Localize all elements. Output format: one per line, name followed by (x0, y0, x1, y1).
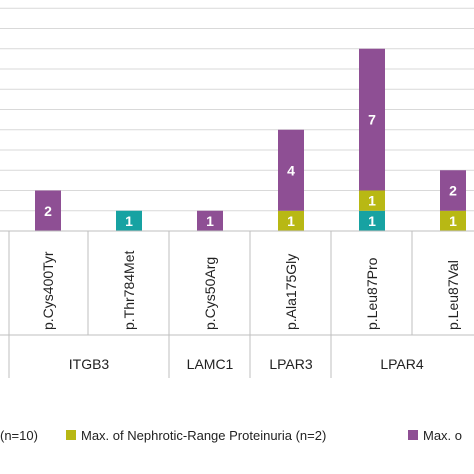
bar-segment (440, 210, 466, 231)
bar-segment (35, 190, 61, 231)
data-label: 7 (368, 112, 376, 128)
x-tick-label: p.Ala175Gly (283, 254, 299, 330)
data-label: 2 (44, 203, 52, 219)
bar-segment (278, 210, 304, 231)
legend-swatch (66, 430, 76, 440)
legend-entry: Max. o (423, 428, 462, 443)
bar-segment (359, 190, 385, 211)
data-labels: 2 1 1 1 4 1 1 7 1 2 (44, 112, 457, 229)
bar-segment (197, 210, 223, 231)
data-label: 2 (449, 183, 457, 199)
legend: (n=10) Max. of Nephrotic-Range Proteinuri… (0, 428, 462, 443)
data-label: 4 (287, 162, 295, 178)
x-tick-label: p.Cys400Tyr (40, 251, 56, 330)
x-tick-label: p.Cys50Arg (202, 257, 218, 330)
bar-segment (359, 210, 385, 231)
bar-segment (116, 210, 142, 231)
bar-segment (440, 170, 466, 211)
data-label: 1 (287, 213, 295, 229)
legend-entry: Max. of Nephrotic-Range Proteinuria (n=2… (81, 428, 326, 443)
data-label: 1 (449, 213, 457, 229)
data-label: 1 (368, 193, 376, 209)
x-tick-label: p.Leu87Val (445, 260, 461, 330)
x-axis: p.Cys400Tyr p.Thr784Met p.Cys50Arg p.Ala175… (0, 230, 474, 378)
x-tick-label: p.Leu87Pro (364, 257, 380, 330)
bar-segment (278, 129, 304, 211)
group-label: LPAR3 (269, 356, 313, 372)
gridlines (0, 7, 474, 212)
bars (35, 48, 466, 231)
x-tick-label: p.Thr784Met (121, 251, 137, 330)
data-label: 1 (368, 213, 376, 229)
bar-segment (359, 48, 385, 191)
group-label: ITGB3 (69, 356, 110, 372)
group-label: LPAR4 (380, 356, 424, 372)
legend-swatch (408, 430, 418, 440)
legend-entry: (n=10) (0, 428, 38, 443)
group-label: LAMC1 (187, 356, 234, 372)
data-label: 1 (206, 213, 214, 229)
data-label: 1 (125, 213, 133, 229)
